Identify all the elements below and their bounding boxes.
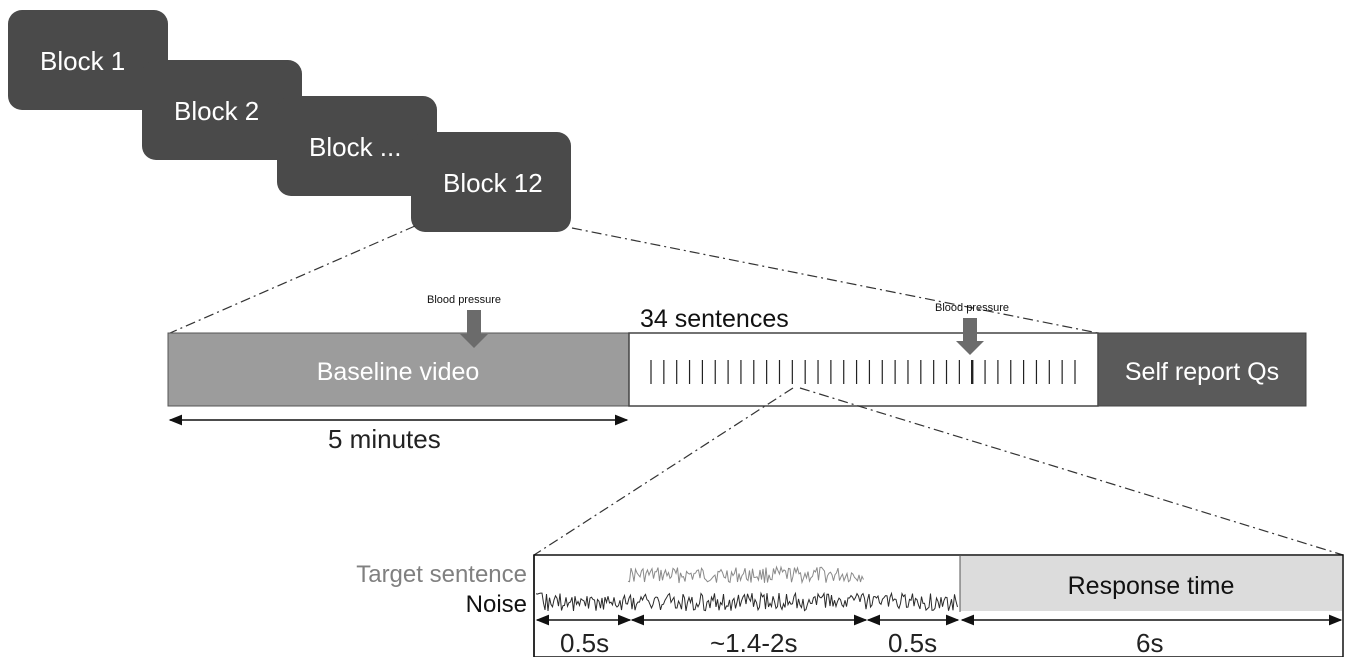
noise-waveform [535, 591, 958, 612]
block-card-ellipsis: Block ... [277, 96, 437, 196]
block-label: Block 1 [40, 46, 126, 76]
zoom-line-right [571, 227, 1099, 334]
block-label: Block 2 [174, 96, 260, 126]
baseline-video-segment [167, 332, 630, 407]
baseline-duration-label: 5 minutes [328, 424, 441, 454]
duration-label-4: 6s [1136, 628, 1164, 658]
target-sentence-waveform [627, 565, 864, 585]
zoom-line-left [169, 225, 416, 334]
duration-label-3: 0.5s [888, 628, 938, 658]
response-time-region [960, 556, 1342, 611]
block-card-12: Block 12 [411, 132, 571, 232]
blood-pressure-label-2: Blood pressure [935, 302, 1009, 314]
block-label: Block ... [309, 132, 402, 162]
block-label: Block 12 [443, 168, 543, 198]
zoom-line-trial-left [533, 387, 794, 556]
duration-label-1: 0.5s [560, 628, 610, 658]
sentences-label: 34 sentences [640, 305, 789, 333]
sentences-segment [628, 332, 1099, 407]
blood-pressure-arrow-2 [956, 318, 984, 355]
self-report-segment [1097, 332, 1307, 407]
response-time-label: Response time [1068, 572, 1235, 600]
baseline-label: Baseline video [317, 358, 480, 386]
block-card-1: Block 1 [8, 10, 168, 110]
sentence-ticks [650, 360, 1076, 384]
block-card-2: Block 2 [142, 60, 302, 160]
duration-label-2: ~1.4-2s [710, 628, 798, 658]
blood-pressure-arrow-1 [460, 310, 488, 348]
noise-label: Noise [466, 591, 527, 618]
blood-pressure-label-1: Blood pressure [427, 294, 501, 306]
self-report-label: Self report Qs [1125, 358, 1279, 386]
zoom-line-trial-right [799, 387, 1344, 556]
target-sentence-label: Target sentence [356, 561, 527, 588]
